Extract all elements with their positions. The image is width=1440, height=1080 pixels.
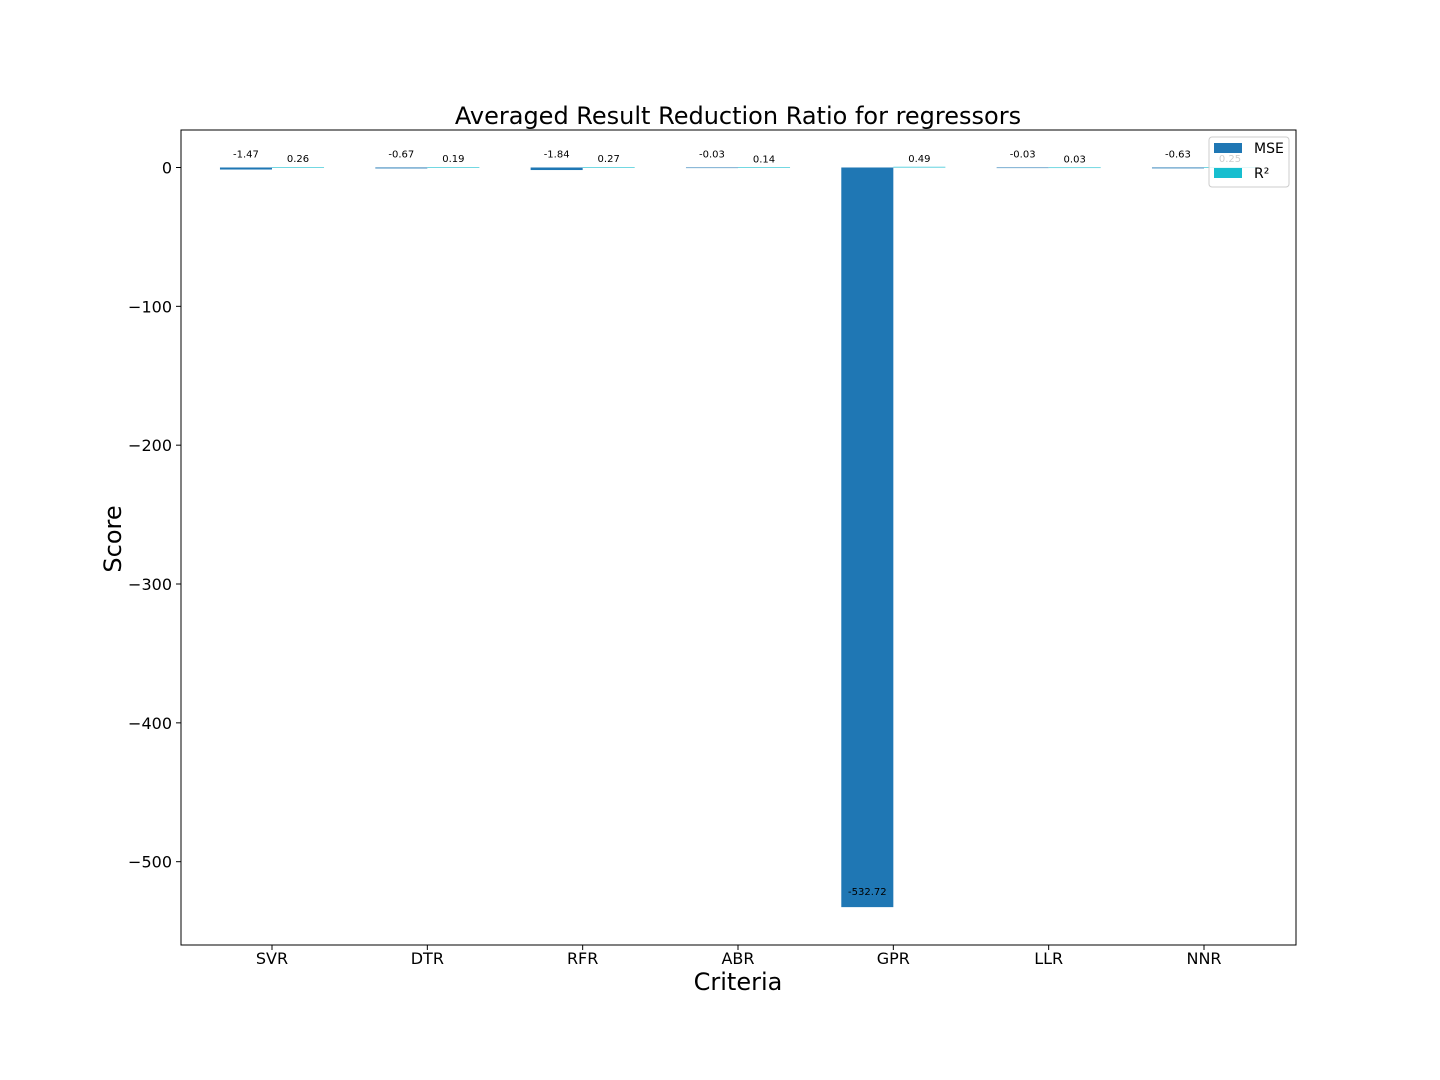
x-tick-label-gpr: GPR <box>877 949 910 968</box>
legend-label-r: R² <box>1254 166 1269 182</box>
data-label-r-dtr: 0.19 <box>442 154 464 165</box>
bar-r-gpr <box>893 166 946 168</box>
data-label-r-llr: 0.03 <box>1064 154 1086 165</box>
data-label-mse-rfr: -1.84 <box>544 149 570 160</box>
x-tick-label-llr: LLR <box>1034 949 1063 968</box>
bar-r-dtr <box>427 167 480 168</box>
bar-mse-gpr <box>841 167 894 908</box>
legend-swatch-r <box>1214 168 1242 178</box>
x-tick-label-abr: ABR <box>721 949 754 968</box>
bar-mse-svr <box>219 167 272 170</box>
bar-r-abr <box>738 167 791 168</box>
data-label-r-svr: 0.26 <box>287 154 309 165</box>
y-axis-title: Score <box>99 505 127 572</box>
x-tick-label-dtr: DTR <box>411 949 444 968</box>
plot-frame <box>180 129 1297 946</box>
bar-mse-abr <box>685 167 738 169</box>
y-tick-label: −200 <box>128 436 172 455</box>
y-axis: 0 −100 −200 −300 −400 −500 <box>128 158 181 872</box>
data-label-mse-nnr: -0.63 <box>1165 149 1191 160</box>
y-tick-label: −500 <box>128 853 172 872</box>
data-label-r-gpr: 0.49 <box>908 154 930 165</box>
x-tick-label-svr: SVR <box>256 949 288 968</box>
x-axis-title: Criteria <box>694 968 783 996</box>
data-label-mse-svr: -1.47 <box>233 149 259 160</box>
y-tick-label: −100 <box>128 297 172 316</box>
bar-r-svr <box>272 167 325 168</box>
legend: MSE R² <box>1208 136 1290 188</box>
y-tick-label: −400 <box>128 714 172 733</box>
data-label-mse-llr: -0.03 <box>1010 149 1036 160</box>
bar-mse-llr <box>996 167 1049 169</box>
legend-label-mse: MSE <box>1254 141 1284 157</box>
bar-r-llr <box>1048 167 1101 169</box>
plot-area: -1.47 -0.67 -1.84 -0.03 -532.72 -0.03 -0.63 0.2… <box>219 149 1257 908</box>
y-tick-label: 0 <box>162 158 172 177</box>
data-label-r-abr: 0.14 <box>753 154 775 165</box>
chart-title: Averaged Result Reduction Ratio for regr… <box>455 102 1021 130</box>
y-tick-label: −300 <box>128 575 172 594</box>
bar-mse-rfr <box>530 167 583 171</box>
data-label-r-rfr: 0.27 <box>598 154 620 165</box>
bar-mse-nnr <box>1151 167 1204 169</box>
bar-r-rfr <box>582 167 635 168</box>
x-tick-label-nnr: NNR <box>1186 949 1221 968</box>
data-label-mse-dtr: -0.67 <box>388 149 414 160</box>
bar-mse-dtr <box>375 167 428 169</box>
legend-swatch-mse <box>1214 143 1242 153</box>
data-label-mse-abr: -0.03 <box>699 149 725 160</box>
x-axis: SVR DTR RFR ABR GPR LLR NNR <box>256 945 1222 968</box>
x-tick-label-rfr: RFR <box>567 949 598 968</box>
data-label-mse-gpr: -532.72 <box>848 887 887 898</box>
